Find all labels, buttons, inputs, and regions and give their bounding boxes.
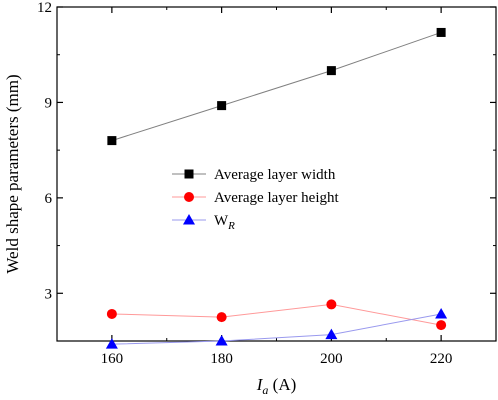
legend-marker-1 bbox=[184, 192, 194, 202]
legend: Average layer width Average layer height W… bbox=[172, 167, 339, 232]
data-point-2-2 bbox=[325, 328, 338, 340]
legend-label-1: Average layer height bbox=[214, 190, 339, 206]
legend-label-main: Average layer width bbox=[214, 167, 336, 183]
series-markers bbox=[105, 27, 448, 349]
axis-ticks bbox=[56, 6, 497, 342]
data-point-2-1 bbox=[215, 335, 228, 346]
x-tick-label: 200 bbox=[320, 351, 343, 367]
legend-marker-2 bbox=[183, 214, 195, 225]
series-line-0 bbox=[111, 31, 442, 142]
data-point-1-3 bbox=[436, 320, 447, 331]
x-axis-title-unit: (A) bbox=[268, 375, 296, 394]
data-point-1-1 bbox=[216, 312, 227, 323]
legend-marker-0 bbox=[184, 169, 194, 179]
y-tick-label: 6 bbox=[45, 191, 53, 207]
tick-labels: 160 180 200 220 3 6 9 12 bbox=[37, 0, 452, 367]
legend-label-2: WR bbox=[214, 213, 235, 232]
legend-label-main: W bbox=[214, 213, 229, 229]
y-tick-label: 3 bbox=[45, 286, 53, 302]
series-line-2 bbox=[111, 313, 442, 345]
x-tick-label: 220 bbox=[430, 351, 453, 367]
data-point-0-3 bbox=[436, 27, 446, 37]
data-point-2-0 bbox=[105, 338, 118, 349]
series-line-1 bbox=[111, 303, 442, 326]
data-point-0-2 bbox=[326, 66, 336, 76]
y-tick-label: 12 bbox=[37, 0, 52, 16]
data-point-1-0 bbox=[106, 308, 117, 319]
data-point-1-2 bbox=[326, 299, 337, 310]
data-point-2-3 bbox=[435, 307, 448, 319]
legend-label-0: Average layer width bbox=[214, 167, 336, 183]
x-tick-label: 180 bbox=[210, 351, 233, 367]
series-lines bbox=[111, 31, 442, 345]
legend-label-sub: R bbox=[227, 220, 235, 232]
y-tick-label: 9 bbox=[45, 95, 53, 111]
legend-label-main: Average layer height bbox=[214, 190, 339, 206]
data-point-0-0 bbox=[107, 136, 117, 146]
x-tick-label: 160 bbox=[101, 351, 124, 367]
x-axis-title-main: I bbox=[256, 375, 264, 394]
x-axis-title-sub: a bbox=[262, 383, 268, 397]
data-point-0-1 bbox=[217, 101, 227, 111]
x-axis-title: Ia (A) bbox=[256, 375, 297, 397]
y-axis-title: Weld shape parameters (mm) bbox=[3, 74, 22, 273]
